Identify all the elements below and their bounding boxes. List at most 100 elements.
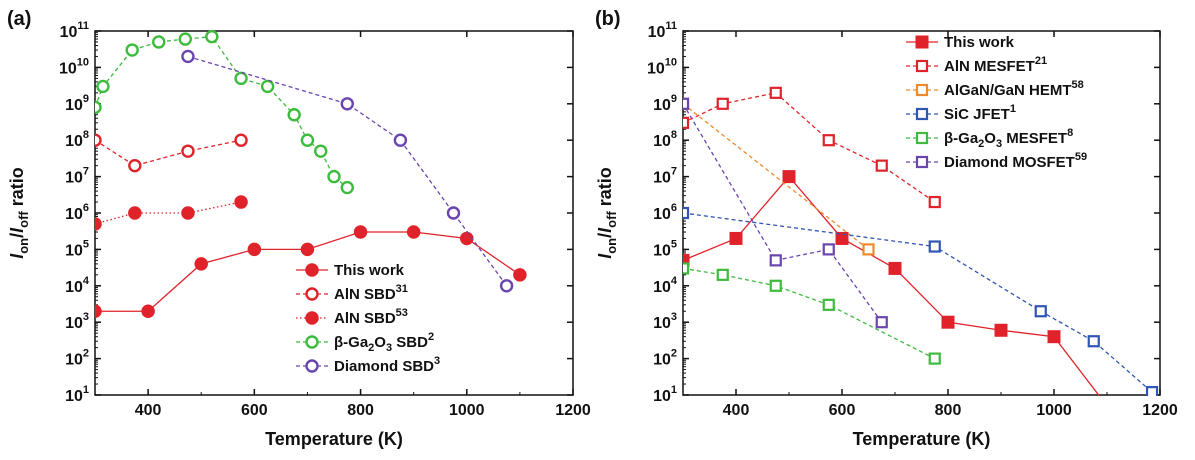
y-tick-label: 109 [653, 93, 677, 114]
data-point-s3-1 [95, 217, 102, 231]
legend-entry-label: AlN MESFET21 [944, 55, 1047, 75]
data-point-s4-3 [125, 43, 139, 57]
data-point-s1-3 [194, 257, 208, 271]
legend-marker [305, 263, 319, 277]
data-point-s4-2 [928, 240, 941, 253]
legend-entry-label: AlGaN/GaN HEMT58 [944, 79, 1084, 99]
data-point-s1-2 [729, 231, 743, 245]
data-point-s2-1 [95, 133, 102, 147]
data-point-s3-3 [181, 206, 195, 220]
y-tick-label: 106 [653, 202, 677, 223]
data-point-s5-2 [340, 97, 354, 111]
y-tick-label: 108 [65, 129, 89, 150]
legend: This work AlN MESFET21 AlGaN/GaN HEMT58 SiC… [906, 34, 1087, 171]
legend-marker [305, 359, 319, 373]
data-point-s4-5 [1145, 386, 1159, 396]
y-tick-label: 102 [653, 348, 677, 369]
x-tick-label: 600 [829, 402, 856, 419]
panel-label: (b) [595, 8, 621, 30]
x-tick-label: 600 [241, 402, 268, 419]
data-point-s1-2 [141, 304, 155, 318]
y-tick-label: 1011 [60, 20, 89, 41]
data-point-s4-1 [683, 206, 690, 220]
legend-entry-label: Diamond MOSFET59 [944, 151, 1087, 171]
y-tick-label: 103 [653, 311, 677, 332]
data-point-s2-2 [716, 97, 729, 110]
legend-marker [305, 311, 319, 325]
chart-panel-2: 101 102 103 104 105 106 107 108 109 1010 1011 400 60… [595, 8, 1178, 449]
series-line-3 [683, 103, 869, 250]
series-line-5 [683, 267, 936, 360]
data-point-s4-10 [300, 133, 315, 147]
y-tick-label: 101 [65, 384, 89, 405]
x-tick-label: 1200 [1142, 402, 1178, 419]
x-tick-label: 1200 [555, 402, 591, 419]
legend-marker [915, 107, 929, 121]
x-tick-label: 400 [135, 402, 162, 419]
series-line-6 [683, 103, 883, 323]
series-line-3 [95, 201, 242, 225]
legend-marker [915, 155, 929, 169]
data-point-s1-1 [683, 253, 690, 267]
data-point-s4-5 [178, 32, 192, 46]
legend-entry-label: Diamond SBD3 [334, 355, 440, 375]
y-tick-label: 108 [653, 129, 677, 150]
data-point-s5-4 [822, 298, 835, 311]
y-tick-label: 1010 [59, 56, 89, 77]
data-point-s2-3 [769, 86, 782, 99]
data-point-s4-9 [287, 108, 301, 122]
data-point-s1-4 [247, 242, 262, 257]
data-point-s4-8 [260, 79, 275, 94]
legend-marker [305, 335, 319, 349]
legend-entry-label: AlN SBD31 [334, 283, 408, 303]
data-point-s2-2 [128, 158, 142, 173]
y-tick-label: 1010 [647, 56, 677, 77]
data-point-s1-9 [1101, 400, 1113, 412]
series-line-2 [95, 139, 242, 167]
x-tick-label: 800 [347, 402, 374, 419]
data-point-s1-7 [406, 225, 421, 239]
data-point-s5-1 [181, 49, 195, 64]
data-point-s2-3 [181, 144, 195, 158]
data-point-s5-3 [393, 133, 408, 147]
data-point-s5-4 [446, 206, 461, 220]
data-point-s6-3 [822, 243, 835, 256]
y-axis-title: Ion/Ioff ratio [7, 167, 31, 259]
legend-marker [305, 287, 319, 301]
data-layer [95, 30, 527, 318]
y-tick-label: 107 [653, 166, 677, 187]
panel-label: (a) [7, 8, 31, 30]
data-point-s1-9 [513, 268, 527, 282]
y-tick-label: 1011 [648, 20, 677, 41]
series-line-2 [683, 92, 936, 203]
data-point-s1-6 [353, 225, 368, 239]
legend-entry-label: This work [944, 34, 1015, 51]
legend-marker [915, 59, 929, 73]
x-axis-title: Temperature (K) [853, 429, 991, 449]
data-point-s4-11 [314, 144, 328, 158]
data-point-s3-2 [128, 206, 142, 220]
data-point-s5-5 [928, 352, 941, 365]
legend-marker [915, 83, 929, 97]
data-point-s2-1 [683, 116, 690, 129]
data-point-s5-3 [769, 279, 782, 292]
data-point-s4-13 [340, 180, 354, 195]
legend-entry-label: β-Ga2O3​ SBD2 [334, 331, 434, 354]
data-point-s5-1 [683, 262, 690, 275]
data-point-s1-3 [782, 170, 796, 184]
data-point-s2-6 [928, 195, 941, 209]
y-tick-label: 104 [653, 275, 678, 296]
data-point-s4-4 [152, 35, 166, 49]
data-point-s1-7 [994, 323, 1008, 337]
y-tick-label: 106 [65, 202, 89, 223]
data-point-s4-6 [205, 30, 219, 44]
y-tick-label: 104 [65, 275, 90, 296]
data-point-s1-4 [835, 231, 849, 245]
chart-panel-1: 101 102 103 104 105 106 107 108 109 1010 1011 400 60… [7, 8, 591, 449]
series-line-1 [683, 175, 1101, 396]
data-point-s3-2 [862, 243, 875, 256]
legend-marker [915, 131, 929, 145]
legend-entry-label: SiC JFET1 [944, 103, 1016, 123]
data-point-s2-5 [875, 159, 888, 172]
